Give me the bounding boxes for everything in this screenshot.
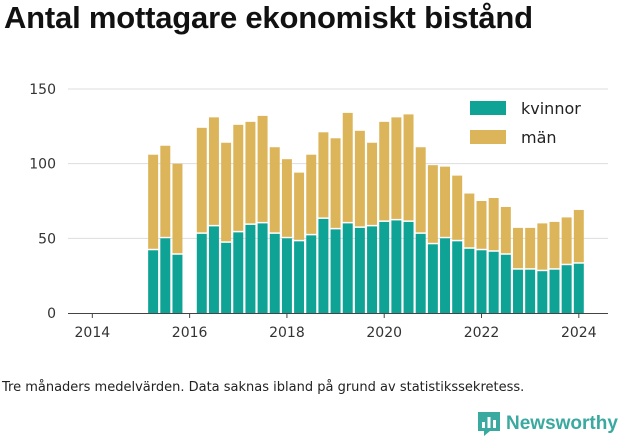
bar-man [513,227,523,269]
bar-kvinnor [464,248,475,313]
bar-kvinnor [440,238,451,313]
bar-man [269,147,280,233]
bar-man [318,132,329,218]
brand[interactable]: Newsworthy [477,409,618,439]
bar-man [221,142,232,242]
x-tick-label: 2022 [464,325,500,341]
bar-kvinnor [221,242,232,313]
bar-kvinnor [415,233,426,313]
y-axis: 0 50 100 150 [29,82,56,322]
bar-kvinnor [452,241,463,313]
bar-man [549,221,560,269]
x-tick-label: 2024 [561,325,597,341]
bar-man [367,142,378,225]
bar-man [452,175,463,240]
bar-kvinnor [160,238,171,313]
bar-kvinnor [537,271,548,313]
bar-kvinnor [513,269,523,313]
brand-name: Newsworthy [506,413,618,434]
bar-man [233,124,244,231]
bar-man [257,115,268,222]
bar-man [525,227,536,269]
legend: kvinnor män [470,99,581,147]
bar-kvinnor [379,221,390,313]
bar-man [561,217,572,264]
x-tick-label: 2020 [366,325,402,341]
bar-kvinnor [488,251,499,313]
bar-kvinnor [245,224,256,313]
bar-kvinnor [525,269,536,313]
y-tick-label: 100 [29,157,56,173]
bars [148,112,584,313]
bar-kvinnor [573,263,584,313]
bar-kvinnor [269,233,280,313]
bar-kvinnor [500,254,511,313]
x-tick-label: 2014 [75,325,111,341]
bar-man [148,154,159,249]
bar-man [281,159,292,237]
bar-man [160,145,171,237]
bar-kvinnor [196,233,207,313]
footnote: Tre månaders medelvärden. Data saknas ib… [2,380,525,395]
bar-kvinnor [403,221,414,313]
bar-kvinnor [342,223,353,313]
bar-man [427,165,438,243]
bar-man [391,117,402,219]
bar-man [415,147,426,233]
bar-man [476,201,487,249]
bar-kvinnor [549,269,560,313]
bar-man [208,117,219,225]
legend-swatch-man [470,130,506,144]
bar-man [172,163,183,254]
chart: 0 50 100 150 2014 2016 2018 2020 2022 2024 kvinn… [29,82,608,341]
bar-kvinnor [561,265,572,313]
bar-man [440,166,451,237]
bar-chart-speech-icon [478,412,500,436]
bar-kvinnor [427,244,438,313]
bar-man [342,112,353,222]
bar-man [464,193,475,248]
bar-kvinnor [318,218,329,313]
bar-man [500,206,511,254]
bar-kvinnor [257,223,268,313]
bar-kvinnor [148,250,159,313]
x-tick-label: 2016 [172,325,208,341]
x-tick-label: 2018 [269,325,305,341]
bar-man [294,172,305,240]
bar-man [573,209,584,263]
y-tick-label: 150 [29,82,56,98]
bar-man [403,114,414,221]
chart-title: Antal mottagare ekonomiskt bistånd [4,0,533,35]
x-axis: 2014 2016 2018 2020 2022 2024 [68,313,608,341]
bar-kvinnor [281,238,292,313]
bar-kvinnor [172,254,183,313]
bar-kvinnor [208,226,219,313]
bar-man [379,121,390,221]
legend-label: kvinnor [521,99,581,118]
bar-man [306,154,317,234]
bar-man [354,130,365,227]
bar-man [488,198,499,251]
y-tick-label: 50 [38,231,56,247]
bar-kvinnor [476,250,487,313]
bar-kvinnor [330,229,341,313]
legend-swatch-kvinnor [470,101,506,115]
bar-kvinnor [294,241,305,313]
bar-man [330,138,341,228]
bar-kvinnor [367,226,378,313]
bar-kvinnor [391,220,402,313]
legend-label: män [521,128,557,147]
bar-kvinnor [306,235,317,313]
bar-man [245,121,256,224]
bar-man [196,127,207,233]
bar-man [537,223,548,270]
bar-kvinnor [233,232,244,313]
y-tick-label: 0 [47,306,56,322]
bar-kvinnor [354,227,365,313]
